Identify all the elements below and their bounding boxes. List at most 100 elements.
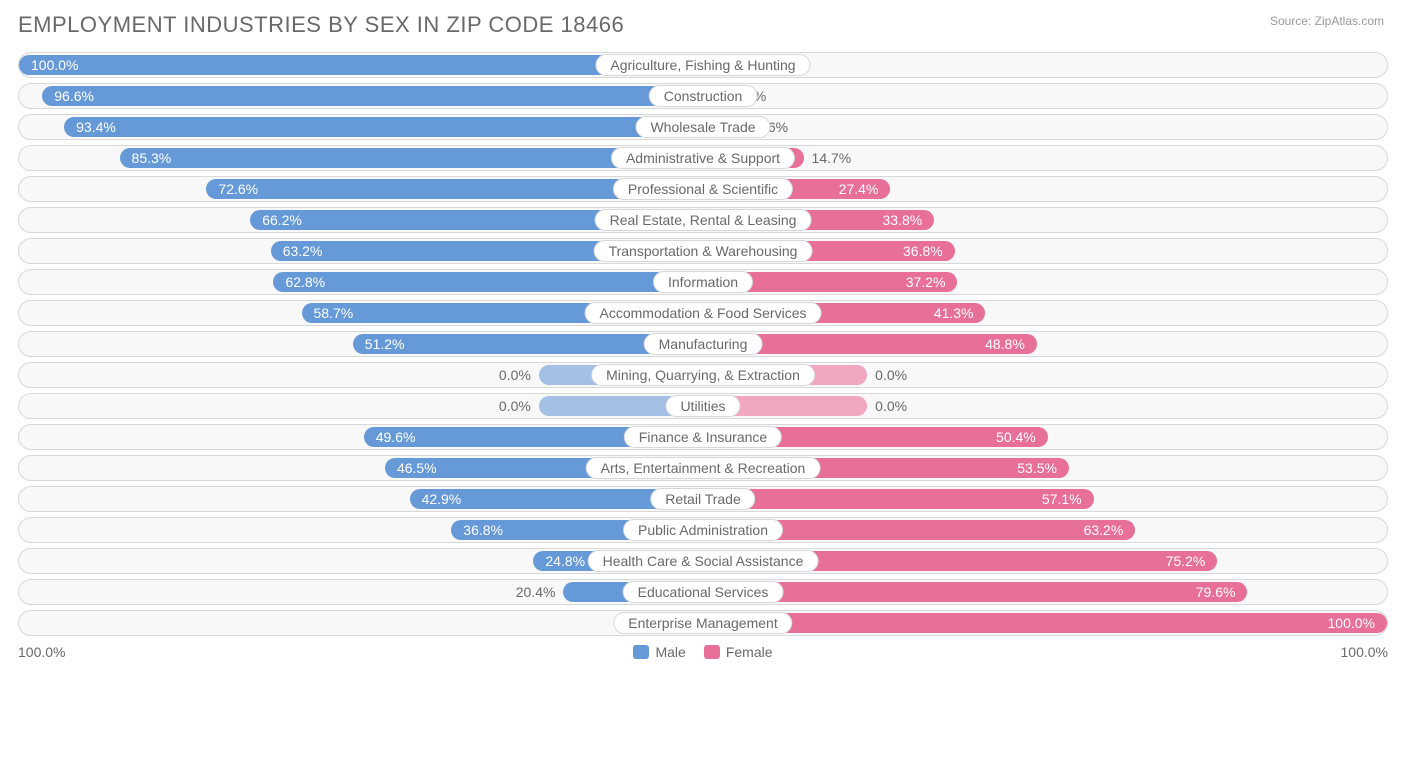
chart-row: 42.9%57.1%Retail Trade [18,486,1388,512]
male-value: 24.8% [545,553,585,569]
category-label: Transportation & Warehousing [594,240,813,262]
legend: Male Female [633,644,772,660]
male-value: 20.4% [516,584,556,600]
axis-right-label: 100.0% [1341,644,1388,660]
category-label: Arts, Entertainment & Recreation [586,457,821,479]
male-bar [64,117,703,137]
male-value: 58.7% [313,305,353,321]
male-value: 0.0% [499,367,531,383]
row-track: 72.6% 27.4% Professional & Scientific [18,176,1388,202]
legend-item-male: Male [633,644,685,660]
chart-row: 36.8% 63.2% Public Administration [18,517,1388,543]
row-track: 49.6% 50.4% Finance & Insurance [18,424,1388,450]
male-value: 62.8% [285,274,325,290]
chart-row: 93.4%6.6%Wholesale Trade [18,114,1388,140]
male-value: 63.2% [283,243,323,259]
chart-title: EMPLOYMENT INDUSTRIES BY SEX IN ZIP CODE… [18,12,1388,38]
chart-footer: 100.0% Male Female 100.0% [18,644,1388,660]
legend-label-female: Female [726,644,773,660]
row-track: 0.0%100.0%Enterprise Management [18,610,1388,636]
chart-row: 20.4% 79.6% Educational Services [18,579,1388,605]
female-value: 50.4% [996,429,1036,445]
legend-swatch-male [633,645,649,659]
male-value: 49.6% [376,429,416,445]
category-label: Educational Services [623,581,784,603]
axis-left-label: 100.0% [18,644,65,660]
female-value: 14.7% [812,150,852,166]
source-attribution: Source: ZipAtlas.com [1270,14,1384,28]
male-value: 46.5% [397,460,437,476]
diverging-bar-chart: 100.0%0.0%Agriculture, Fishing & Hunting… [18,52,1388,636]
chart-row: 51.2% 48.8% Manufacturing [18,331,1388,357]
chart-row: 62.8% 37.2% Information [18,269,1388,295]
female-value: 33.8% [883,212,923,228]
male-value: 66.2% [262,212,302,228]
female-value: 27.4% [839,181,879,197]
row-track: 96.6%3.4%Construction [18,83,1388,109]
row-track: 62.8% 37.2% Information [18,269,1388,295]
female-bar [703,489,1094,509]
female-value: 37.2% [906,274,946,290]
category-label: Finance & Insurance [624,426,782,448]
category-label: Mining, Quarrying, & Extraction [591,364,815,386]
male-value: 100.0% [31,57,78,73]
row-track: 100.0%0.0%Agriculture, Fishing & Hunting [18,52,1388,78]
row-track: 63.2% 36.8% Transportation & Warehousing [18,238,1388,264]
category-label: Accommodation & Food Services [585,302,822,324]
male-value: 93.4% [76,119,116,135]
category-label: Enterprise Management [613,612,792,634]
chart-row: 58.7% 41.3% Accommodation & Food Services [18,300,1388,326]
female-value: 36.8% [903,243,943,259]
row-track: 58.7% 41.3% Accommodation & Food Services [18,300,1388,326]
chart-row: 100.0%0.0%Agriculture, Fishing & Hunting [18,52,1388,78]
chart-row: 72.6% 27.4% Professional & Scientific [18,176,1388,202]
row-track: 46.5% 53.5% Arts, Entertainment & Recreati… [18,455,1388,481]
male-value: 0.0% [499,398,531,414]
row-track: 0.0%0.0%Mining, Quarrying, & Extraction [18,362,1388,388]
row-track: 85.3%14.7%Administrative & Support [18,145,1388,171]
category-label: Agriculture, Fishing & Hunting [595,54,810,76]
male-value: 96.6% [54,88,94,104]
category-label: Utilities [665,395,740,417]
chart-row: 0.0%0.0%Mining, Quarrying, & Extraction [18,362,1388,388]
chart-row: 0.0% 0.0% Utilities [18,393,1388,419]
female-value: 41.3% [934,305,974,321]
chart-row: 24.8% 75.2% Health Care & Social Assistanc… [18,548,1388,574]
female-bar [703,613,1387,633]
female-value: 48.8% [985,336,1025,352]
category-label: Retail Trade [650,488,755,510]
chart-row: 66.2% 33.8% Real Estate, Rental & Leasing [18,207,1388,233]
male-value: 72.6% [218,181,258,197]
row-track: 20.4% 79.6% Educational Services [18,579,1388,605]
female-value: 0.0% [875,398,907,414]
row-track: 36.8% 63.2% Public Administration [18,517,1388,543]
category-label: Manufacturing [644,333,763,355]
category-label: Information [653,271,753,293]
category-label: Construction [649,85,758,107]
male-value: 36.8% [463,522,503,538]
category-label: Wholesale Trade [635,116,770,138]
category-label: Health Care & Social Assistance [588,550,819,572]
chart-row: 0.0%100.0%Enterprise Management [18,610,1388,636]
row-track: 66.2% 33.8% Real Estate, Rental & Leasing [18,207,1388,233]
chart-row: 63.2% 36.8% Transportation & Warehousing [18,238,1388,264]
male-bar [42,86,703,106]
row-track: 93.4%6.6%Wholesale Trade [18,114,1388,140]
female-value: 57.1% [1042,491,1082,507]
category-label: Real Estate, Rental & Leasing [595,209,812,231]
category-label: Public Administration [623,519,783,541]
male-bar [273,272,703,292]
row-track: 51.2% 48.8% Manufacturing [18,331,1388,357]
female-value: 53.5% [1017,460,1057,476]
legend-label-male: Male [655,644,685,660]
female-value: 75.2% [1166,553,1206,569]
category-label: Administrative & Support [611,147,795,169]
female-value: 100.0% [1328,615,1375,631]
chart-row: 49.6% 50.4% Finance & Insurance [18,424,1388,450]
category-label: Professional & Scientific [613,178,793,200]
female-value: 63.2% [1084,522,1124,538]
chart-row: 96.6%3.4%Construction [18,83,1388,109]
female-value: 79.6% [1196,584,1236,600]
male-value: 51.2% [365,336,405,352]
row-track: 24.8% 75.2% Health Care & Social Assistanc… [18,548,1388,574]
